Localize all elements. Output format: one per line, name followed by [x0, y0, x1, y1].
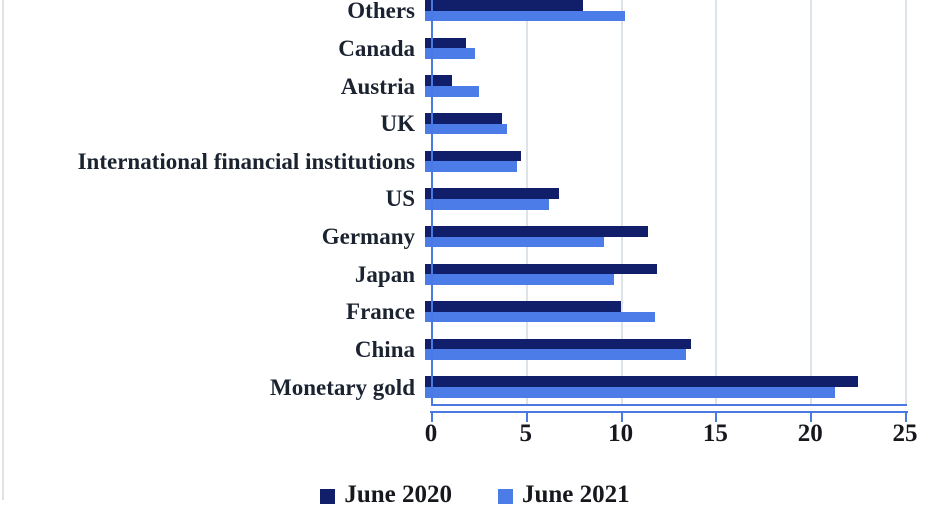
category-label: Monetary gold	[269, 374, 415, 400]
bar-june-2020	[425, 188, 559, 199]
legend-item-june-2021: June 2021	[498, 481, 630, 509]
chart-row: Canada	[0, 30, 950, 68]
chart-row: UK	[0, 105, 950, 143]
bar-june-2021	[425, 311, 656, 323]
bar-group	[424, 180, 897, 218]
x-axis-line	[430, 411, 908, 413]
gridline-x-10	[620, 0, 623, 406]
bar-june-2020	[425, 0, 584, 11]
plot-bottom-border	[431, 404, 907, 406]
bar-june-2020	[425, 75, 453, 87]
bar-june-2020	[425, 376, 859, 388]
category-label: UK	[380, 111, 416, 137]
chart-row: Germany	[0, 218, 950, 256]
bar-june-2021	[425, 236, 605, 248]
x-tick-label: 25	[892, 420, 918, 447]
bar-june-2021	[425, 387, 836, 398]
x-tick-label: 20	[797, 420, 823, 447]
chart-row: France	[0, 293, 950, 331]
bar-june-2020	[425, 338, 692, 350]
figure-left-border	[2, 0, 4, 500]
legend-swatch-june-2021-icon	[498, 489, 513, 505]
bar-june-2021	[425, 10, 625, 22]
bar-group	[424, 143, 897, 181]
x-tick-mark	[715, 411, 718, 422]
category-label: France	[346, 299, 415, 325]
bar-group	[424, 0, 897, 30]
gridline-x-20	[810, 0, 813, 406]
chart-row: Austria	[0, 67, 950, 105]
category-label: Others	[347, 0, 415, 24]
x-tick-label: 15	[702, 420, 728, 447]
category-label: Canada	[338, 35, 415, 61]
gridline-x-15	[715, 0, 718, 406]
chart-legend: June 2020 June 2021	[0, 481, 950, 509]
bar-june-2021	[425, 86, 479, 97]
bar-june-2021	[425, 349, 686, 361]
bar-june-2021	[425, 161, 517, 172]
x-tick-label: 0	[424, 420, 438, 447]
bar-june-2020	[425, 113, 502, 124]
x-tick-mark	[525, 411, 528, 422]
legend-item-june-2020: June 2020	[320, 481, 452, 509]
x-tick-mark	[431, 411, 433, 422]
legend-label-june-2021: June 2021	[522, 481, 630, 508]
x-tick-mark	[810, 411, 813, 422]
category-label: Japan	[354, 261, 415, 287]
bar-june-2020	[425, 37, 466, 49]
chart-row: Monetary gold	[0, 368, 950, 406]
bar-group	[424, 293, 897, 331]
x-tick-mark	[620, 411, 623, 422]
x-tick-mark	[905, 411, 907, 422]
bar-group	[424, 331, 897, 369]
legend-swatch-june-2020-icon	[320, 489, 336, 505]
chart-row: Others	[0, 0, 950, 30]
bar-june-2021	[425, 48, 476, 60]
bar-june-2021	[425, 198, 550, 210]
bar-june-2021	[425, 274, 614, 285]
bar-group	[424, 368, 897, 406]
chart-row: US	[0, 180, 950, 218]
chart-row: International financial institutions	[0, 143, 950, 181]
category-label: US	[385, 186, 415, 212]
category-label: Germany	[321, 224, 415, 250]
bar-group	[424, 218, 897, 256]
chart-row: China	[0, 331, 950, 369]
bar-group	[424, 255, 897, 293]
x-tick-label: 5	[519, 420, 533, 447]
category-label: International financial institutions	[77, 148, 415, 174]
bar-june-2020	[425, 301, 622, 312]
category-label: China	[354, 336, 415, 362]
category-label: Austria	[340, 73, 415, 99]
bar-june-2020	[425, 225, 648, 237]
bar-june-2021	[425, 123, 508, 135]
bar-group	[424, 67, 897, 105]
chart-row: Japan	[0, 255, 950, 293]
bar-group	[424, 30, 897, 68]
bar-group	[424, 105, 897, 143]
bar-june-2020	[425, 263, 658, 275]
bar-june-2020	[425, 150, 521, 162]
gridline-x-25	[905, 0, 907, 406]
x-tick-label: 10	[608, 420, 634, 447]
y-axis-line	[431, 0, 433, 406]
bar-rows: Others Canada Austria UK International finan…	[0, 0, 950, 406]
legend-label-june-2020: June 2020	[344, 481, 452, 508]
